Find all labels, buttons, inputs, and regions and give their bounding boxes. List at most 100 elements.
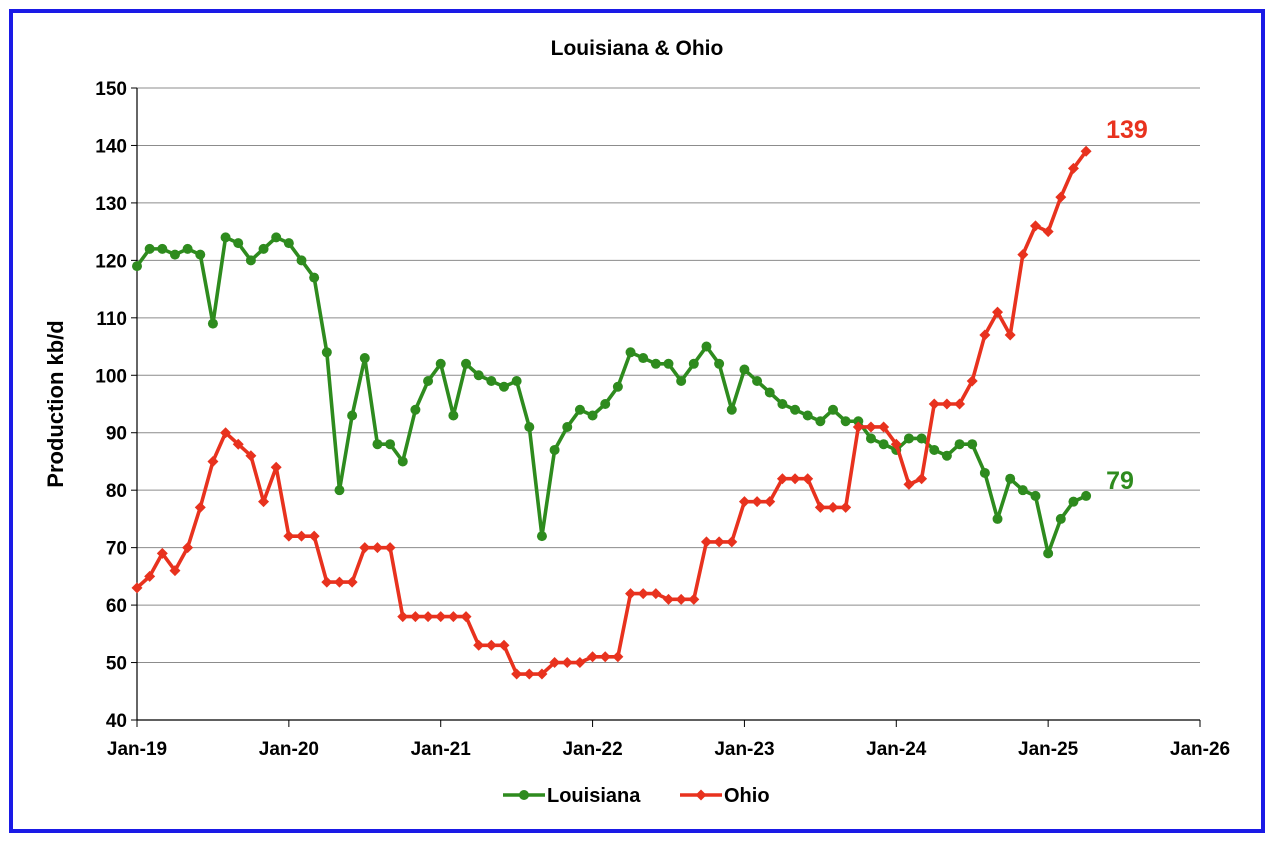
data-point: [600, 399, 611, 409]
data-point: [233, 238, 244, 249]
data-point: [283, 530, 295, 542]
data-point: [562, 421, 573, 432]
data-point: [789, 473, 801, 485]
data-point: [612, 651, 624, 663]
data-point: [1029, 220, 1041, 232]
data-point: [220, 232, 231, 243]
data-point: [676, 376, 687, 387]
data-point: [258, 243, 269, 254]
data-point: [1005, 473, 1016, 484]
y-tick-label: 50: [106, 654, 127, 675]
data-point: [954, 398, 966, 410]
data-point: [675, 593, 687, 605]
end-label-ohio: 139: [1106, 116, 1148, 144]
data-point: [460, 611, 472, 623]
data-point: [1055, 513, 1066, 524]
data-point: [637, 588, 649, 600]
y-tick-label: 60: [106, 596, 127, 617]
data-point: [435, 358, 446, 369]
legend-label: Louisiana: [547, 785, 641, 807]
data-point: [549, 657, 561, 669]
data-point: [561, 657, 573, 669]
data-point: [738, 496, 750, 508]
x-tick-label: Jan-24: [866, 739, 927, 760]
legend-marker: [695, 789, 707, 801]
data-point: [587, 651, 599, 663]
data-point: [751, 496, 763, 508]
data-point: [511, 668, 523, 680]
data-point: [574, 404, 585, 415]
data-point: [422, 611, 434, 623]
data-point: [473, 639, 485, 651]
data-point: [347, 410, 358, 421]
data-point: [890, 438, 902, 450]
data-point: [245, 255, 256, 266]
end-label-louisiana: 79: [1106, 467, 1134, 495]
data-point: [979, 329, 991, 341]
data-point: [827, 501, 839, 513]
data-point: [296, 255, 307, 266]
x-tick-label: Jan-26: [1170, 739, 1230, 760]
data-point: [663, 358, 674, 369]
data-point: [802, 473, 814, 485]
data-point: [599, 651, 611, 663]
data-point: [169, 565, 181, 577]
data-point: [334, 485, 345, 496]
data-point: [397, 611, 409, 623]
data-point: [916, 433, 927, 444]
data-point: [878, 421, 890, 433]
x-tick-label: Jan-20: [259, 739, 319, 760]
x-tick-labels: Jan-19 Jan-20 Jan-21 Jan-22 Jan-23 Jan-24 Jan-…: [107, 739, 1230, 760]
data-point: [828, 404, 839, 415]
data-point: [270, 461, 282, 473]
data-point: [638, 353, 649, 364]
data-point: [966, 375, 978, 387]
data-point: [182, 542, 194, 554]
series-ohio: 139: [131, 116, 1148, 680]
data-point: [865, 433, 876, 444]
data-point: [878, 439, 889, 450]
data-point: [359, 353, 370, 364]
data-point: [473, 370, 484, 381]
y-tick-label: 100: [95, 366, 127, 387]
data-point: [992, 513, 1003, 524]
data-point: [954, 439, 965, 450]
data-point: [156, 547, 168, 559]
data-point: [714, 358, 725, 369]
data-point: [713, 536, 725, 548]
data-point: [448, 410, 459, 421]
data-point: [511, 376, 522, 387]
series-line-ohio: [135, 150, 1088, 676]
data-point: [157, 243, 168, 254]
data-point: [371, 542, 383, 554]
data-point: [1067, 162, 1079, 174]
data-point: [220, 427, 232, 439]
data-point: [1043, 548, 1054, 559]
series-line-louisiana: [135, 235, 1087, 556]
data-point: [410, 404, 421, 415]
data-point: [385, 439, 396, 450]
data-point: [321, 347, 332, 358]
data-point: [865, 421, 877, 433]
data-point: [941, 398, 953, 410]
data-point: [1004, 329, 1016, 341]
data-point: [625, 588, 637, 600]
data-point: [131, 582, 143, 594]
data-point: [903, 433, 914, 444]
data-point: [790, 404, 801, 415]
data-point: [309, 272, 320, 283]
x-tick-label: Jan-23: [714, 739, 774, 760]
data-point: [903, 478, 915, 490]
axes: [131, 87, 1201, 727]
data-point: [650, 588, 662, 600]
x-tick-label: Jan-19: [107, 739, 167, 760]
chart-frame: [9, 9, 1265, 833]
data-point: [776, 473, 788, 485]
data-point: [587, 410, 598, 421]
y-tick-label: 70: [106, 539, 127, 560]
data-point: [928, 398, 940, 410]
y-axis-title: Production kb/d: [43, 320, 68, 487]
data-point: [1030, 490, 1041, 501]
data-point: [447, 611, 459, 623]
